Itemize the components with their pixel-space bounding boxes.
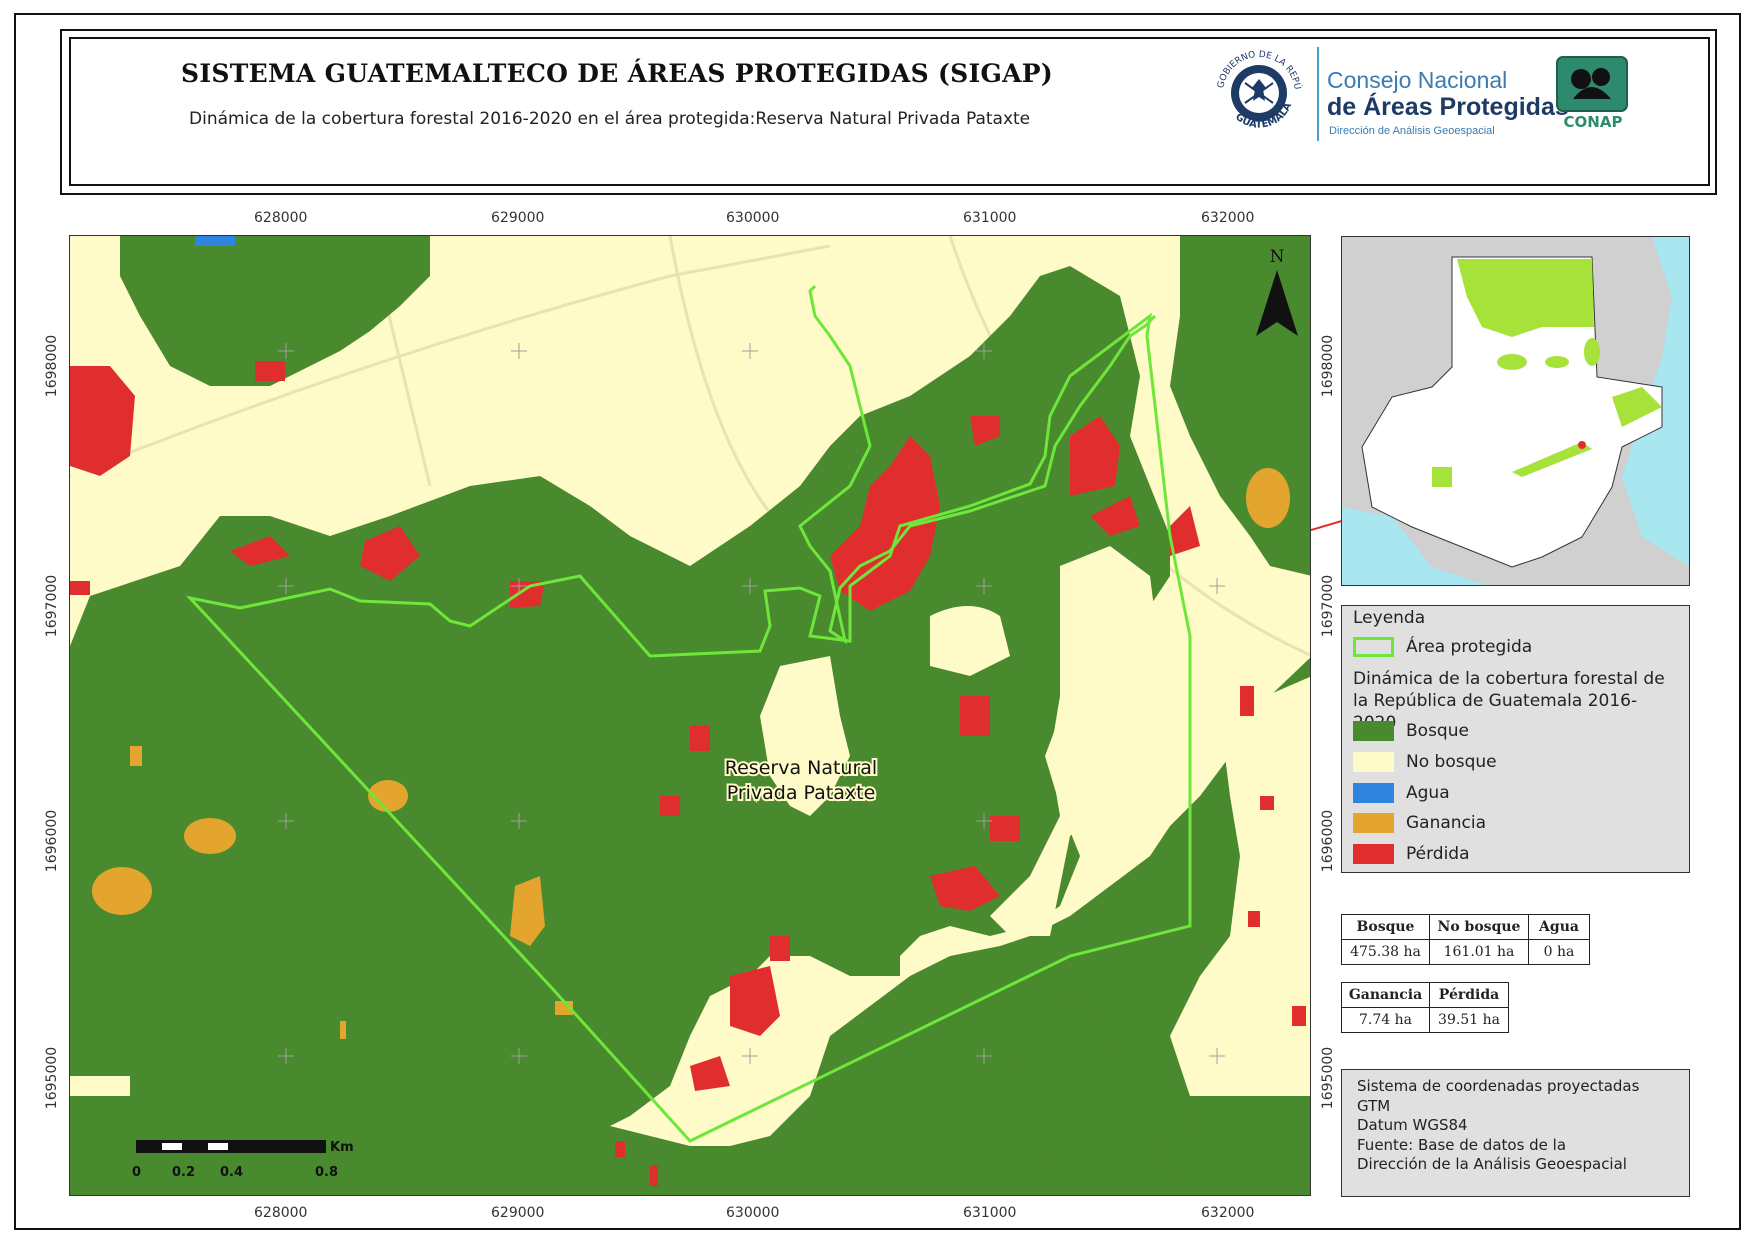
y-tick-right-1696000: 1696000 [1320, 809, 1336, 873]
area-label-line1: Reserva Natural [725, 757, 877, 779]
conap-logo: CONAP [1556, 56, 1628, 131]
note-line: Fuente: Base de datos de la [1357, 1135, 1567, 1154]
legend-item-agua: Agua [1353, 782, 1450, 804]
map-legend: Leyenda Área protegida Dinámica de la co… [1341, 605, 1690, 873]
non-forest-areas [70, 356, 1310, 1096]
legend-label-no-bosque: No bosque [1406, 752, 1497, 772]
note-line: Datum WGS84 [1357, 1116, 1468, 1134]
legend-item-perdida: Pérdida [1353, 843, 1470, 865]
stat-header-no-bosque: No bosque [1429, 914, 1529, 940]
page-title: SISTEMA GUATEMALTECO DE ÁREAS PROTEGIDAS… [181, 59, 1054, 88]
legend-label-bosque: Bosque [1406, 721, 1469, 741]
x-tick-top-628000: 628000 [254, 210, 308, 226]
north-arrow: N [1256, 247, 1298, 336]
note-line: GTM [1357, 1096, 1391, 1115]
conap-department: Dirección de Análisis Geoespacial [1329, 125, 1495, 137]
x-tick-top-630000: 630000 [726, 210, 780, 226]
stat-header-bosque: Bosque [1341, 914, 1430, 940]
stat-header-ganancia: Ganancia [1341, 982, 1430, 1008]
stats-table-cover: Bosque No bosque Agua 475.38 ha 161.01 h… [1341, 914, 1590, 965]
location-inset-map [1341, 236, 1690, 586]
header-outer-border [60, 29, 1717, 195]
legend-item-bosque: Bosque [1353, 720, 1469, 742]
stat-value-no-bosque: 161.01 ha [1429, 939, 1529, 965]
legend-item-ganancia: Ganancia [1353, 812, 1486, 834]
guatemala-outline [1342, 237, 1689, 585]
legend-label-perdida: Pérdida [1406, 844, 1470, 864]
note-line: Sistema de coordenadas proyectadas [1357, 1077, 1640, 1095]
y-tick-left-1696000: 1696000 [44, 809, 60, 873]
x-tick-bottom-630000: 630000 [726, 1205, 780, 1221]
scale-label-0: 0 [132, 1165, 142, 1180]
legend-title: Leyenda [1353, 608, 1426, 628]
main-map[interactable]: Reserva Natural Privada Pataxte [69, 235, 1311, 1196]
north-label: N [1270, 247, 1285, 267]
conap-name-line2: de Áreas Protegidas [1327, 93, 1569, 121]
conap-name-line1: Consejo Nacional [1327, 67, 1508, 93]
stat-value-ganancia: 7.74 ha [1341, 1007, 1430, 1033]
legend-swatch-bosque [1353, 721, 1394, 741]
grid-crosses [278, 343, 1225, 1064]
y-tick-left-1697000: 1697000 [44, 574, 60, 638]
stats-table-change: Ganancia Pérdida 7.74 ha 39.51 ha [1341, 982, 1509, 1033]
stat-value-agua: 0 ha [1528, 939, 1590, 965]
scale-bar [136, 1138, 336, 1162]
x-tick-top-629000: 629000 [491, 210, 545, 226]
stat-value-perdida: 39.51 ha [1429, 1007, 1509, 1033]
x-tick-top-631000: 631000 [963, 210, 1017, 226]
y-tick-right-1697000: 1697000 [1320, 574, 1336, 638]
map-notes: Sistema de coordenadas proyectadas GTM D… [1341, 1069, 1690, 1197]
protected-area-boundary [185, 284, 1192, 1143]
map-sheet-border [14, 13, 1741, 1230]
legend-swatch-perdida [1353, 844, 1394, 864]
legend-label-ganancia: Ganancia [1406, 813, 1487, 833]
area-label-line2: Privada Pataxte [727, 782, 876, 804]
x-tick-bottom-631000: 631000 [963, 1205, 1017, 1221]
svg-text:CONAP: CONAP [1564, 113, 1623, 131]
legend-swatch-ganancia [1353, 813, 1394, 833]
x-tick-top-632000: 632000 [1201, 210, 1255, 226]
y-tick-right-1695000: 1695000 [1320, 1046, 1336, 1110]
legend-swatch-protected-area [1353, 637, 1394, 657]
y-tick-right-1698000: 1698000 [1320, 334, 1336, 398]
x-tick-bottom-632000: 632000 [1201, 1205, 1255, 1221]
stat-value-bosque: 475.38 ha [1341, 939, 1430, 965]
land-cover-map: Reserva Natural Privada Pataxte [70, 236, 1310, 1195]
water-area [195, 236, 235, 246]
x-tick-bottom-628000: 628000 [254, 1205, 308, 1221]
gain-areas [92, 468, 1290, 1039]
scale-label-0-8: 0.8 [315, 1165, 339, 1180]
x-tick-bottom-629000: 629000 [491, 1205, 545, 1221]
guatemala-seal-logo: GOBIERNO DE LA REPÚBLICA GUATEMALA [1209, 43, 1304, 131]
header-panel: SISTEMA GUATEMALTECO DE ÁREAS PROTEGIDAS… [69, 37, 1710, 186]
legend-item-no-bosque: No bosque [1353, 751, 1497, 773]
y-tick-left-1695000: 1695000 [44, 1046, 60, 1110]
legend-swatch-agua [1353, 783, 1394, 803]
scale-label-0-2: 0.2 [172, 1165, 196, 1180]
legend-heading: Dinámica de la cobertura forestal de la … [1353, 669, 1665, 733]
map-subtitle: Dinámica de la cobertura forestal 2016-2… [189, 109, 1031, 129]
scale-unit: Km [330, 1140, 354, 1155]
legend-label-protected-area: Área protegida [1406, 637, 1533, 657]
legend-swatch-no-bosque [1353, 752, 1394, 772]
legend-label-agua: Agua [1406, 783, 1450, 803]
stat-header-perdida: Pérdida [1429, 982, 1509, 1008]
loss-areas [70, 361, 1306, 1186]
note-line: Dirección de la Análisis Geoespacial [1357, 1155, 1627, 1173]
logo-divider [1317, 47, 1319, 141]
legend-item-protected-area: Área protegida [1353, 636, 1532, 658]
scale-label-0-4: 0.4 [220, 1165, 244, 1180]
stat-header-agua: Agua [1528, 914, 1590, 940]
y-tick-left-1698000: 1698000 [44, 334, 60, 398]
